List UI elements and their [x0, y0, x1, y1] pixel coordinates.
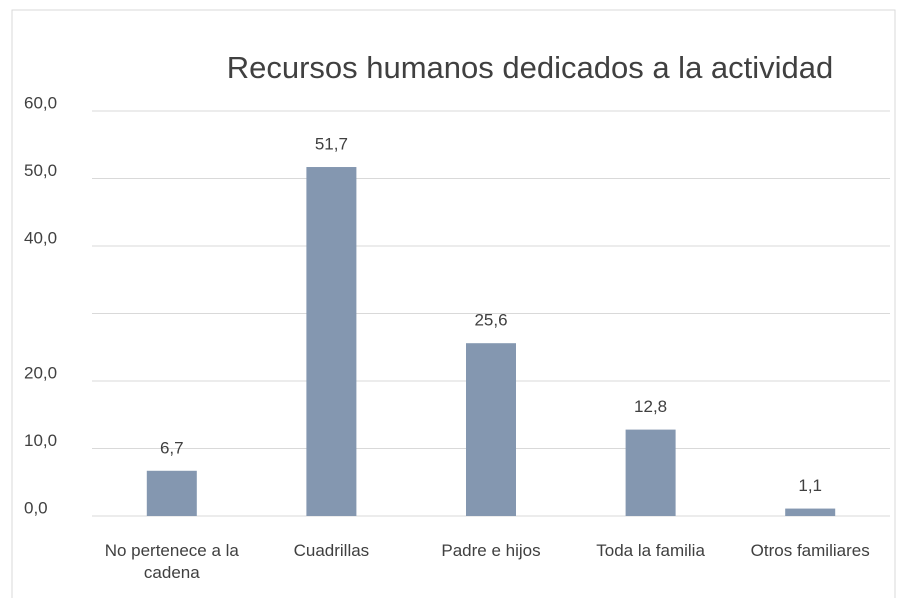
bar	[625, 429, 676, 516]
y-tick-label: 60,0	[24, 93, 57, 112]
chart-title: Recursos humanos dedicados a la activida…	[227, 50, 834, 85]
y-tick-label: 20,0	[24, 363, 57, 382]
y-tick-label: 0,0	[24, 498, 48, 517]
data-label: 25,6	[474, 311, 507, 330]
x-tick-label: No pertenece a la cadena	[104, 541, 239, 582]
x-tick-label: Padre e hijos	[441, 541, 541, 560]
chart-border	[11, 9, 896, 598]
bar	[466, 343, 516, 516]
y-tick-label: 50,0	[24, 161, 57, 180]
x-tick-label: Toda la familia	[596, 541, 705, 560]
bar	[306, 167, 357, 516]
y-tick-label: 10,0	[24, 431, 57, 450]
x-tick-label: Otros familiares	[750, 541, 870, 560]
y-tick-label: 40,0	[24, 228, 57, 247]
data-label: 51,7	[315, 135, 348, 154]
data-label: 12,8	[634, 397, 667, 416]
data-label: 1,1	[798, 476, 822, 495]
x-tick-label: Cuadrillas	[293, 541, 370, 560]
bar	[146, 470, 197, 516]
data-label: 6,7	[160, 438, 184, 457]
bar	[785, 508, 836, 516]
